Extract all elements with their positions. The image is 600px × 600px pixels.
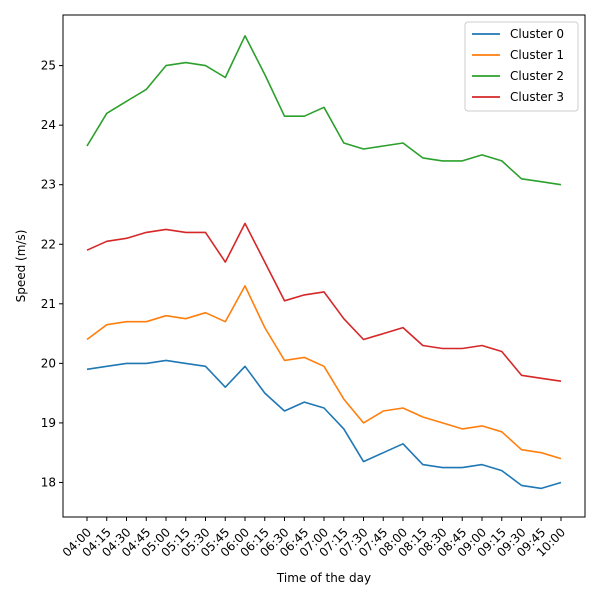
y-tick-label-2: 20 [41,356,56,370]
y-axis-label: Speed (m/s) [14,230,28,303]
y-tick-label-0: 18 [41,475,56,489]
x-axis: 04:0004:1504:3004:4505:0005:1505:3005:45… [60,517,568,560]
y-tick-label-7: 25 [41,59,56,73]
series-line-cluster-3 [86,222,562,382]
y-tick-label-3: 21 [41,297,56,311]
y-tick-label-1: 19 [41,416,56,430]
legend-label-cluster-0: Cluster 0 [510,27,564,41]
y-tick-label-5: 23 [41,178,56,192]
y-tick-label-4: 22 [41,237,56,251]
legend-label-cluster-2: Cluster 2 [510,69,564,83]
legend-label-cluster-1: Cluster 1 [510,48,564,62]
series-line-cluster-0 [86,359,562,490]
y-tick-label-6: 24 [41,118,56,132]
legend-box [464,21,579,112]
series-line-cluster-2 [86,34,562,186]
legend-label-cluster-3: Cluster 3 [510,90,564,104]
legend: Cluster 0 Cluster 1 Cluster 2 Cluster 3 [464,21,579,112]
series-layer [86,34,562,490]
x-axis-label: Time of the day [276,571,371,585]
series-line-cluster-1 [86,285,562,460]
y-axis: 18 19 20 21 22 23 24 25 [41,59,63,489]
